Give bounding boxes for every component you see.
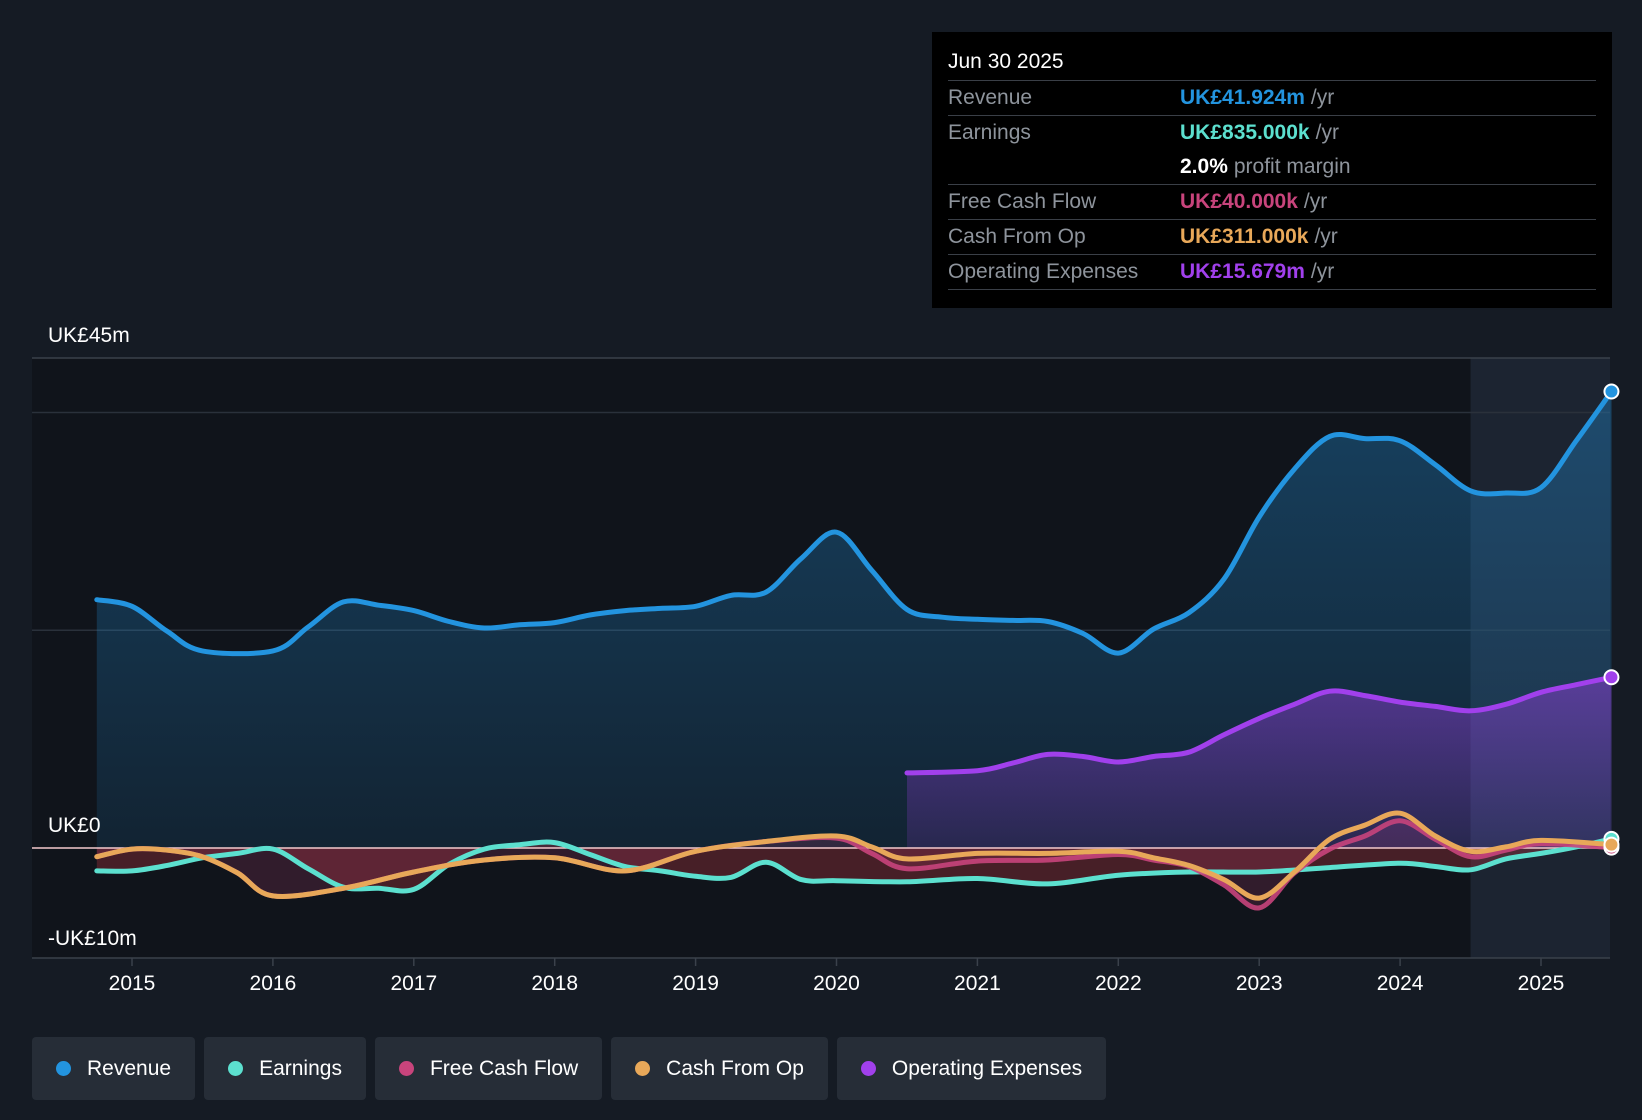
earnings-dot-icon [228, 1061, 244, 1076]
revenue-line [94, 389, 1614, 657]
legend-label: Operating Expenses [891, 1056, 1083, 1080]
tooltip-row-free-cash-flow: Free Cash Flow UK£40.000k /yr [948, 185, 1596, 220]
operating-expenses-area [907, 677, 1612, 848]
legend-label: Free Cash Flow [429, 1056, 579, 1080]
tooltip-label: Operating Expenses [948, 260, 1139, 283]
tooltip-value: UK£311.000k [1180, 225, 1309, 248]
tooltip-label: Free Cash Flow [948, 190, 1097, 213]
legend-label: Revenue [87, 1056, 172, 1080]
legend-item-cash-from-op[interactable]: Cash From Op [611, 1037, 828, 1100]
tooltip-unit: /yr [1310, 260, 1335, 283]
x-tick-label: 2021 [954, 972, 1001, 995]
x-tick-label: 2019 [672, 972, 719, 995]
tooltip-label [948, 150, 1180, 184]
legend-item-earnings[interactable]: Earnings [204, 1037, 366, 1100]
x-tick-label: 2022 [1095, 972, 1142, 995]
legend-label: Cash From Op [666, 1056, 804, 1080]
x-tick-label: 2024 [1377, 972, 1424, 995]
tooltip-unit: /yr [1315, 121, 1339, 144]
tooltip-value: UK£41.924m [1180, 86, 1305, 109]
cash-from-op-endpoint [1603, 836, 1620, 853]
revenue-dot-icon [56, 1061, 71, 1076]
tooltip-date: Jun 30 2025 [948, 46, 1596, 81]
operating-expenses-dot-icon [860, 1061, 876, 1076]
chart-area: 2015 2016 2017 2018 2019 2020 2021 2022 2023 2024… [32, 324, 1620, 995]
tooltip-unit: profit margin [1233, 155, 1351, 178]
tooltip-value: UK£40.000k [1180, 190, 1298, 213]
earnings-line [94, 836, 1614, 894]
x-tick-label: 2018 [531, 972, 578, 995]
free-cash-flow-dot-icon [398, 1061, 414, 1076]
cash-from-op-dot-icon [635, 1061, 651, 1076]
x-tick-label: 2025 [1518, 972, 1565, 995]
operating-expenses-endpoint [1603, 669, 1620, 686]
operating-expenses-line [904, 674, 1614, 776]
tooltip-panel: Jun 30 2025 Revenue UK£41.924m /yr Earni… [932, 32, 1612, 308]
legend-item-revenue[interactable]: Revenue [32, 1037, 196, 1100]
legend-label: Earnings [259, 1056, 342, 1080]
legend-item-operating-expenses[interactable]: Operating Expenses [836, 1037, 1107, 1100]
tooltip-row-earnings: Earnings UK£835.000k /yr [948, 116, 1596, 150]
x-tick-label: 2020 [813, 972, 860, 995]
earnings-area [96, 838, 1612, 892]
tooltip-value: UK£15.679m [1180, 260, 1305, 283]
tooltip-label: Revenue [948, 86, 1033, 109]
tooltip-label: Cash From Op [948, 225, 1086, 248]
cash-from-op-line [94, 810, 1614, 901]
tooltip-row-operating-expenses: Operating Expenses UK£15.679m /yr [948, 255, 1596, 290]
tooltip-row-cash-from-op: Cash From Op UK£311.000k /yr [948, 220, 1596, 255]
tooltip-row-revenue: Revenue UK£41.924m /yr [948, 81, 1596, 116]
x-tick-label: 2017 [390, 972, 437, 995]
x-tick-label: 2016 [250, 972, 297, 995]
x-tick-label: 2015 [109, 972, 156, 995]
tooltip-unit: /yr [1314, 225, 1338, 248]
y-tick-label: -UK£10m [48, 927, 137, 950]
tooltip-unit: /yr [1310, 86, 1335, 109]
revenue-endpoint [1603, 383, 1620, 400]
tooltip-value: 2.0% [1180, 155, 1228, 178]
tooltip-row-profit-margin: 2.0% profit margin [948, 150, 1596, 185]
tooltip-value: UK£835.000k [1180, 121, 1310, 144]
y-tick-label: UK£0 [48, 814, 101, 837]
legend: Revenue Earnings Free Cash Flow Cash Fro… [32, 1037, 1115, 1100]
legend-item-free-cash-flow[interactable]: Free Cash Flow [374, 1037, 603, 1100]
tooltip-unit: /yr [1303, 190, 1328, 213]
x-tick-label: 2023 [1236, 972, 1283, 995]
y-tick-label: UK£45m [48, 324, 130, 347]
tooltip-label: Earnings [948, 121, 1031, 144]
